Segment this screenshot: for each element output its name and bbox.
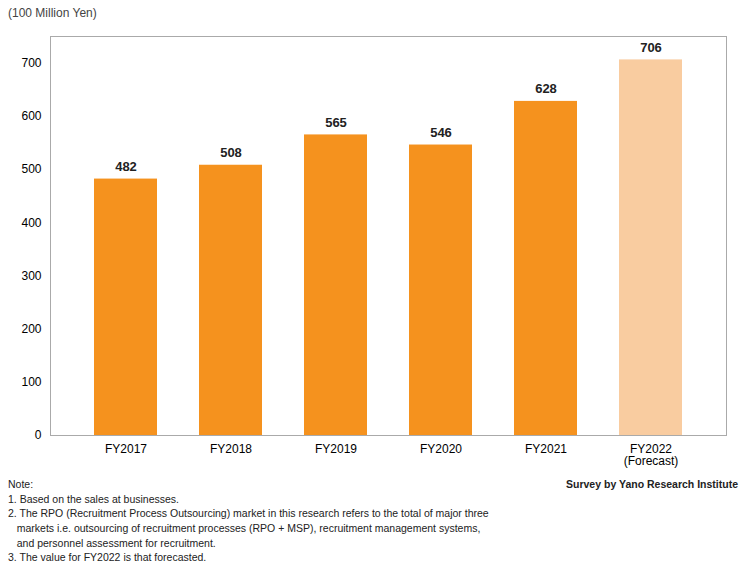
svg-text:100: 100 (21, 375, 41, 389)
svg-text:FY2020: FY2020 (420, 442, 462, 456)
svg-text:700: 700 (21, 56, 41, 70)
svg-text:400: 400 (21, 216, 41, 230)
html-text:(100 Million Yen): (100 Million Yen) (8, 6, 97, 20)
svg-text:0: 0 (35, 428, 42, 442)
svg-text:200: 200 (21, 322, 41, 336)
svg-text:FY2021: FY2021 (525, 442, 567, 456)
svg-text:FY2019: FY2019 (315, 442, 357, 456)
svg-text:482: 482 (115, 159, 137, 174)
html-text:Note: 1. Based on the sales at: Note: 1. Based on the sales at businesse… (8, 478, 489, 564)
svg-text:300: 300 (21, 269, 41, 283)
svg-text:FY2022(Forecast): FY2022(Forecast) (624, 442, 679, 468)
svg-text:565: 565 (325, 115, 347, 130)
html-text:Survey by Yano Research Instit: Survey by Yano Research Institute (566, 478, 738, 490)
svg-text:546: 546 (430, 125, 452, 140)
svg-text:508: 508 (220, 145, 242, 160)
svg-text:600: 600 (21, 109, 41, 123)
svg-text:500: 500 (21, 162, 41, 176)
svg-text:628: 628 (535, 81, 557, 96)
svg-text:FY2018: FY2018 (210, 442, 252, 456)
svg-text:FY2017: FY2017 (105, 442, 147, 456)
svg-text:706: 706 (640, 40, 662, 55)
